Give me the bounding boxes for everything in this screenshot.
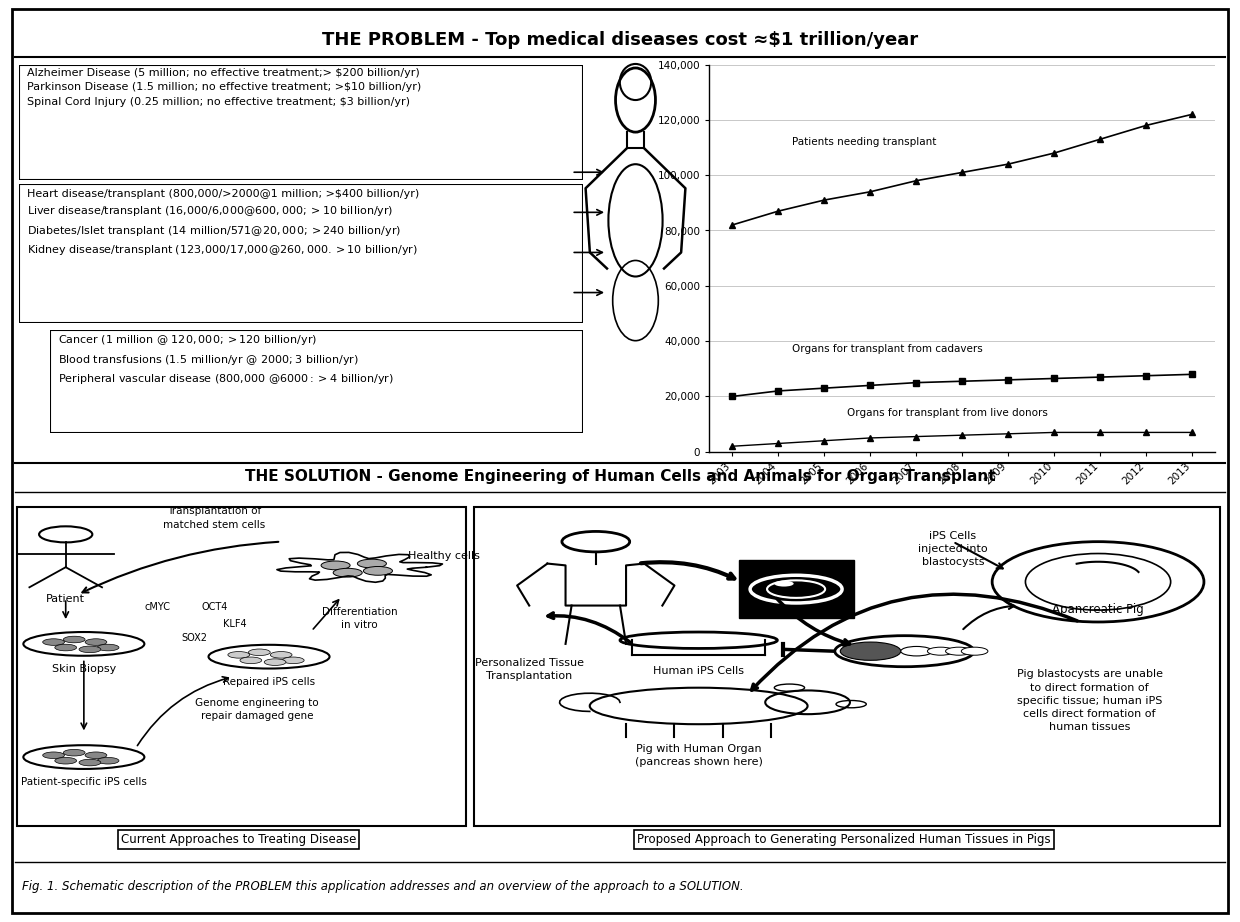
Text: Current Approaches to Treating Disease: Current Approaches to Treating Disease: [122, 833, 356, 845]
Text: OCT4: OCT4: [201, 602, 228, 612]
Text: Alzheimer Disease (5 million; no effective treatment;> $200 billion/yr)
Parkinso: Alzheimer Disease (5 million; no effecti…: [27, 68, 422, 107]
Text: Pig with Human Organ
(pancreas shown here): Pig with Human Organ (pancreas shown her…: [635, 744, 763, 767]
Circle shape: [363, 566, 393, 575]
Text: Healthy cells: Healthy cells: [408, 551, 480, 561]
Text: Patient-specific iPS cells: Patient-specific iPS cells: [21, 777, 146, 787]
Circle shape: [97, 644, 119, 651]
Text: Apancreatic Pig: Apancreatic Pig: [1053, 603, 1145, 616]
Text: Proposed Approach to Generating Personalized Human Tissues in Pigs: Proposed Approach to Generating Personal…: [637, 833, 1050, 845]
FancyBboxPatch shape: [739, 560, 853, 619]
FancyBboxPatch shape: [19, 184, 583, 323]
Circle shape: [283, 657, 304, 664]
Text: Cancer (1 million @ $120,000; > $120 billion/yr)
Blood transfusions (1.5 million: Cancer (1 million @ $120,000; > $120 bil…: [57, 333, 393, 386]
Text: KLF4: KLF4: [223, 619, 247, 629]
Circle shape: [248, 649, 270, 656]
Text: Heart disease/transplant (800,000/>2000@1 million; >$400 billion/yr)
Liver disea: Heart disease/transplant (800,000/>2000@…: [27, 189, 419, 257]
Text: Patients needing transplant: Patients needing transplant: [792, 137, 936, 147]
Text: Organs for transplant from live donors: Organs for transplant from live donors: [847, 408, 1048, 418]
Text: Genome engineering to
repair damaged gene: Genome engineering to repair damaged gen…: [195, 698, 319, 721]
Circle shape: [79, 759, 100, 766]
FancyBboxPatch shape: [474, 507, 1220, 826]
Circle shape: [228, 652, 249, 658]
Circle shape: [946, 647, 972, 656]
Circle shape: [900, 646, 932, 656]
Text: cMYC: cMYC: [145, 602, 171, 612]
Circle shape: [42, 752, 64, 759]
Circle shape: [241, 657, 262, 664]
FancyBboxPatch shape: [17, 507, 466, 826]
Text: Repaired iPS cells: Repaired iPS cells: [223, 677, 315, 687]
Circle shape: [961, 647, 988, 656]
Text: Human iPS Cells: Human iPS Cells: [653, 666, 744, 676]
Circle shape: [928, 647, 954, 656]
Circle shape: [841, 642, 900, 660]
Text: Fig. 1. Schematic description of the PROBLEM this application addresses and an o: Fig. 1. Schematic description of the PRO…: [22, 881, 744, 893]
Circle shape: [97, 758, 119, 764]
Circle shape: [270, 652, 293, 658]
Text: iPS Cells
injected into
blastocysts: iPS Cells injected into blastocysts: [918, 531, 987, 567]
Text: THE SOLUTION - Genome Engineering of Human Cells and Animals for Organ Transplan: THE SOLUTION - Genome Engineering of Hum…: [244, 469, 996, 484]
Circle shape: [357, 559, 387, 568]
Circle shape: [55, 644, 77, 651]
Circle shape: [86, 639, 107, 645]
FancyBboxPatch shape: [50, 330, 583, 433]
Text: Patient: Patient: [46, 594, 86, 604]
Circle shape: [774, 581, 794, 586]
Text: Pig blastocysts are unable
to direct formation of
specific tissue; human iPS
cel: Pig blastocysts are unable to direct for…: [1017, 669, 1163, 732]
Text: Differentiation
in vitro: Differentiation in vitro: [322, 607, 398, 630]
Text: Transplantation of
matched stem cells: Transplantation of matched stem cells: [164, 506, 265, 529]
Text: Organs for transplant from cadavers: Organs for transplant from cadavers: [792, 345, 983, 354]
FancyBboxPatch shape: [19, 65, 583, 180]
Circle shape: [264, 659, 286, 666]
Text: Personalized Tissue
Transplantation: Personalized Tissue Transplantation: [475, 658, 584, 680]
Circle shape: [63, 636, 86, 643]
Circle shape: [334, 568, 362, 577]
Circle shape: [55, 758, 77, 764]
Text: Skin Biopsy: Skin Biopsy: [52, 664, 117, 674]
Circle shape: [79, 646, 100, 653]
Text: SOX2: SOX2: [181, 633, 207, 644]
Circle shape: [86, 752, 107, 759]
Text: THE PROBLEM - Top medical diseases cost ≈$1 trillion/year: THE PROBLEM - Top medical diseases cost …: [322, 30, 918, 49]
Circle shape: [42, 639, 64, 645]
Circle shape: [321, 561, 350, 570]
Circle shape: [63, 750, 86, 756]
